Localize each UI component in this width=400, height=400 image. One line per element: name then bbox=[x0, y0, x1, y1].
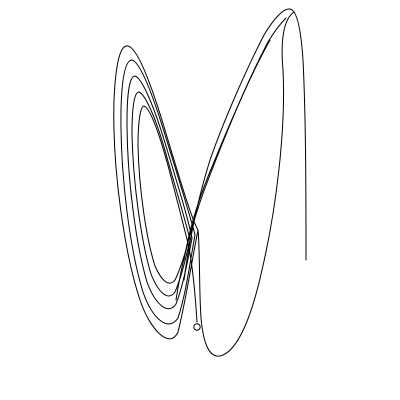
trajectory-right-lobe-segment bbox=[197, 11, 295, 357]
trajectory-start-stem bbox=[187, 242, 198, 323]
trajectory-tail-segment bbox=[183, 8, 307, 281]
trajectory-left-loop-2 bbox=[120, 59, 196, 325]
trajectory-left-loop-4 bbox=[131, 91, 191, 297]
trajectory-curve bbox=[113, 8, 307, 357]
trajectory-left-loop-3 bbox=[126, 75, 193, 310]
trajectory-crossing-segment-2 bbox=[183, 39, 271, 261]
start-point-marker bbox=[193, 323, 201, 331]
trajectory-left-loop-5 bbox=[137, 105, 189, 284]
trajectory-left-loop-1 bbox=[113, 45, 199, 340]
